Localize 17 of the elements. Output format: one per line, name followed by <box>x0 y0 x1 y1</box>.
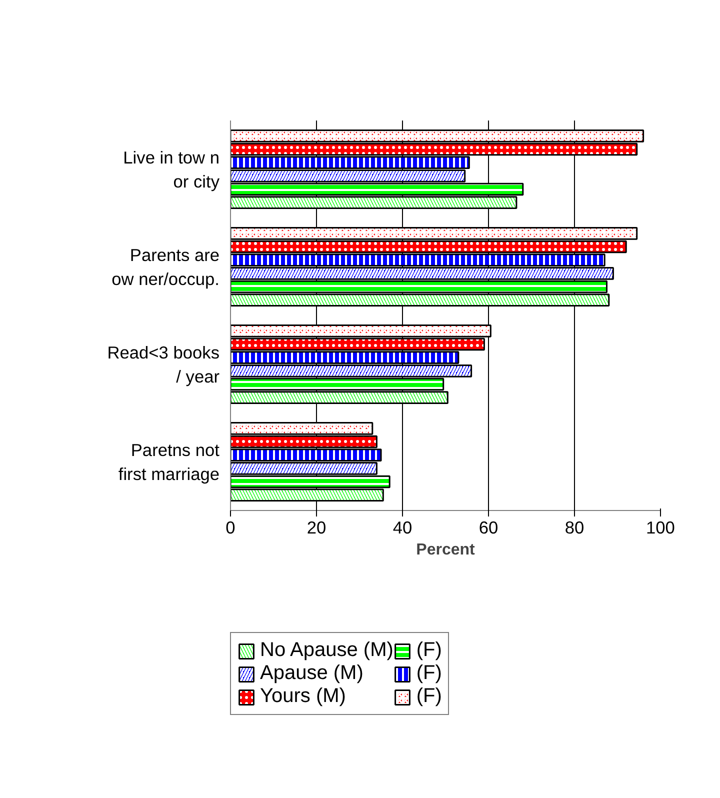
x-tick-label: 60 <box>478 518 498 538</box>
y-tick-label: Read<3 books / year <box>107 342 220 386</box>
x-tick-label: 80 <box>564 518 584 538</box>
y-tick-label: Paretns not first marriage <box>118 440 220 484</box>
legend-label: Apause (M) <box>260 662 364 685</box>
x-tick-label: 20 <box>306 518 326 538</box>
x-axis-title: Percent <box>416 542 476 558</box>
x-tick-label: 40 <box>392 518 412 538</box>
legend-label: (F) <box>416 685 442 708</box>
legend-label: No Apause (M) <box>260 639 394 662</box>
y-tick-label: Parents are ow ner/occup. <box>112 244 220 289</box>
legend-label: Yours (M) <box>260 685 346 708</box>
x-tick-label: 0 <box>226 518 236 538</box>
legend-label: (F) <box>416 662 442 685</box>
y-tick-label: Live in tow n or city <box>123 147 220 192</box>
legend-label: (F) <box>416 639 442 662</box>
x-tick-label: 100 <box>646 518 675 538</box>
